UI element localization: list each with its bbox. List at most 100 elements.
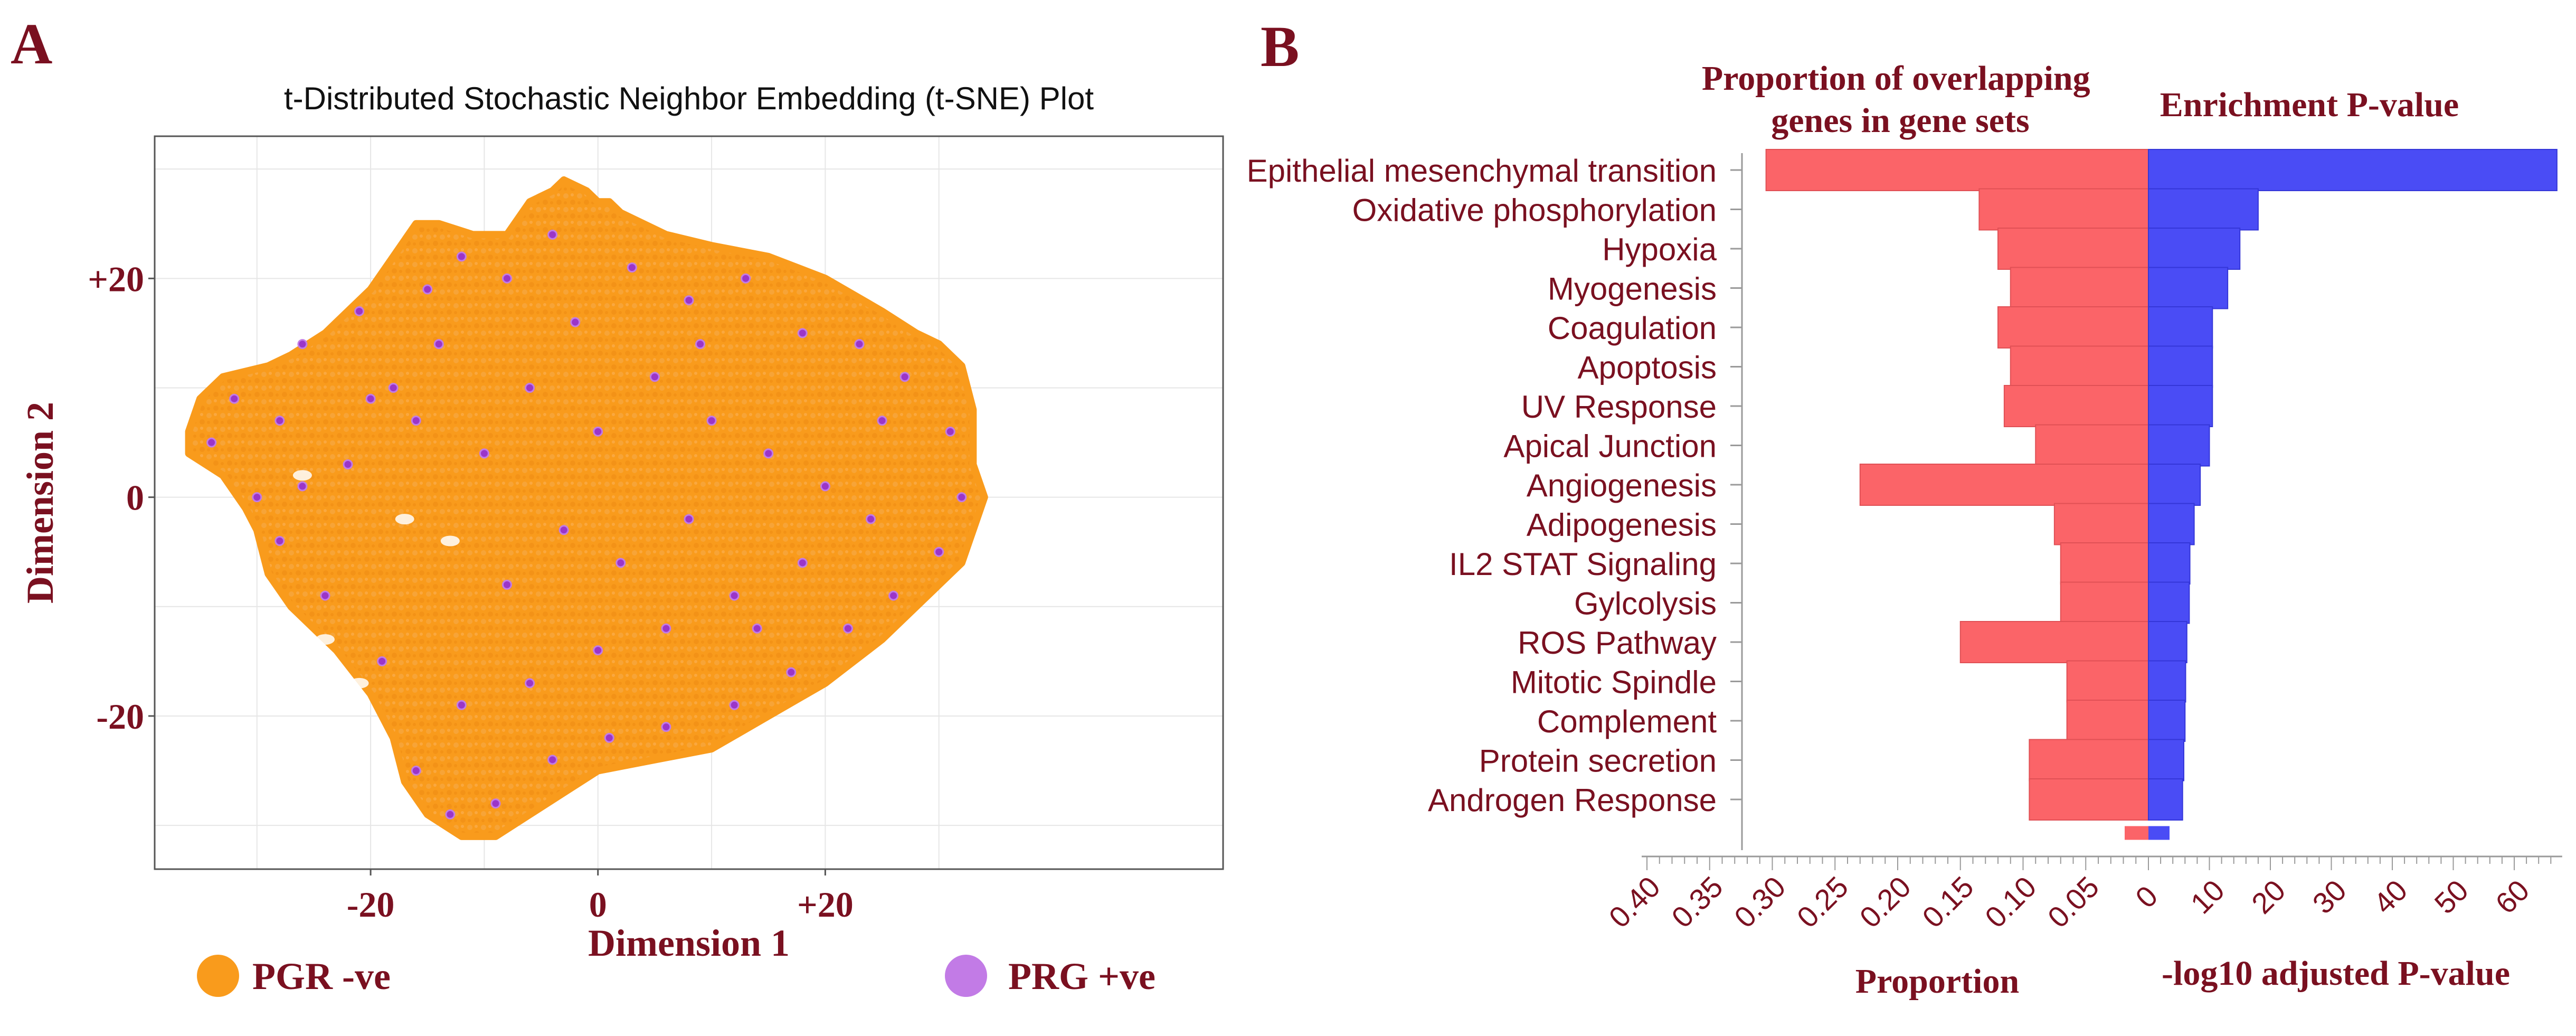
pvalue-axis-tick-label: 50 — [2428, 873, 2475, 920]
category-label: Protein secretion — [1479, 743, 1717, 779]
pvalue-bar — [2148, 424, 2210, 467]
legend-marker-prg-positive — [945, 955, 987, 997]
proportion-axis-tick-label: 0.25 — [1791, 870, 1855, 934]
pvalue-bar — [2148, 149, 2558, 191]
enrichment-header: Enrichment P-value — [2160, 86, 2459, 124]
prg-positive-point — [752, 623, 762, 634]
prg-positive-point — [763, 448, 774, 459]
category-label: Mitotic Spindle — [1511, 665, 1717, 700]
legend-marker-pgr-negative — [197, 955, 239, 997]
prg-positive-point — [684, 295, 694, 306]
pvalue-bar — [2148, 739, 2184, 781]
prg-positive-point — [445, 809, 456, 820]
proportion-axis-tick-label: 0.35 — [1665, 870, 1729, 934]
prg-positive-point — [729, 700, 740, 710]
prg-positive-point — [866, 514, 876, 524]
proportion-bar — [1959, 621, 2149, 663]
prg-positive-point — [593, 426, 603, 437]
proportion-axis-tick-label: 0.40 — [1602, 870, 1666, 934]
pgr-negative-cloud — [185, 176, 988, 840]
prg-positive-point — [797, 328, 808, 338]
tsne-x-tick-label: -20 — [347, 884, 395, 925]
category-label: Hypoxia — [1602, 232, 1717, 267]
proportion-header: Proportion of overlapping genes in gene … — [1702, 59, 2099, 140]
prg-positive-point — [615, 558, 626, 568]
legend-label-pgr-negative: PGR -ve — [252, 955, 391, 997]
prg-positive-point — [456, 700, 467, 710]
tsne-cloud — [185, 176, 988, 840]
legend-label-prg-positive: PRG +ve — [1008, 955, 1156, 997]
prg-positive-point — [945, 426, 955, 437]
proportion-bar — [1997, 228, 2149, 270]
prg-positive-point — [422, 284, 433, 295]
prg-positive-point — [604, 732, 614, 743]
category-label: IL2 STAT Signaling — [1449, 547, 1717, 582]
pvalue-bar — [2148, 621, 2187, 663]
prg-positive-point — [343, 459, 353, 469]
prg-positive-point — [297, 339, 308, 350]
prg-positive-point — [661, 722, 671, 732]
pvalue-bar-stub — [2148, 826, 2170, 840]
tsne-y-ticks: +20 0 -20 — [88, 259, 155, 737]
prg-positive-point — [525, 382, 535, 393]
tsne-y-tick-label: 0 — [126, 478, 144, 518]
pvalue-bar — [2148, 228, 2241, 270]
prg-positive-point — [206, 437, 217, 448]
prg-positive-point — [229, 393, 240, 404]
prg-positive-point — [354, 306, 365, 316]
cloud-gap — [349, 677, 369, 689]
prg-positive-point — [877, 416, 887, 426]
prg-positive-point — [479, 448, 489, 459]
pvalue-bar — [2148, 581, 2190, 624]
prg-positive-point — [956, 492, 967, 503]
pvalue-axis-tick-label: 20 — [2245, 873, 2292, 920]
cloud-gap — [395, 514, 414, 525]
proportion-bar — [1859, 464, 2149, 506]
prg-positive-point — [274, 536, 285, 547]
pvalue-bar — [2148, 345, 2213, 388]
pvalue-bar — [2148, 542, 2191, 585]
pvalue-axis-tick-label: 60 — [2489, 873, 2536, 920]
tsne-y-tick-label: -20 — [96, 696, 144, 737]
pvalue-bar — [2148, 778, 2183, 821]
proportion-axis: 0.400.350.300.250.200.150.100.05 — [1602, 855, 2149, 934]
proportion-bar — [2060, 542, 2149, 585]
prg-positive-point — [934, 547, 944, 557]
prg-positive-point — [501, 579, 512, 590]
prg-positive-point — [547, 229, 558, 240]
proportion-bar — [2035, 424, 2149, 467]
prg-positive-point — [684, 514, 694, 524]
prg-positive-point — [842, 623, 853, 634]
category-label: Apoptosis — [1578, 350, 1717, 385]
tsne-x-ticks: -20 0 +20 — [347, 869, 854, 925]
prg-positive-point — [525, 678, 535, 689]
prg-positive-point — [820, 481, 830, 492]
proportion-bar — [2060, 581, 2149, 624]
cloud-gap — [292, 470, 312, 481]
tsne-x-tick-label: +20 — [797, 884, 854, 925]
pvalue-axis-tick-label: 30 — [2306, 873, 2353, 920]
prg-positive-point — [411, 416, 421, 426]
category-label: Coagulation — [1548, 310, 1717, 346]
pvalue-axis-tick-label: 40 — [2367, 873, 2414, 920]
category-label: Androgen Response — [1428, 783, 1717, 818]
prg-positive-point — [706, 416, 717, 426]
category-labels: Epithelial mesenchymal transition Oxidati… — [1247, 153, 1717, 818]
proportion-header-line-1: Proportion of overlapping — [1702, 59, 2090, 98]
tsne-x-tick-label: 0 — [589, 884, 607, 925]
prg-positive-point — [490, 798, 501, 809]
prg-positive-point — [797, 558, 808, 568]
category-label: Epithelial mesenchymal transition — [1247, 153, 1717, 189]
pvalue-axis: 0 10 20 30 40 50 60 — [2129, 855, 2562, 920]
prg-positive-point — [570, 317, 581, 327]
enrichment-panel: Proportion of overlapping genes in gene … — [1247, 59, 2562, 1001]
prg-positive-point — [786, 667, 797, 677]
tsne-panel: t-Distributed Stochastic Neighbor Embedd… — [19, 81, 1224, 997]
tsne-y-tick-label: +20 — [88, 259, 144, 299]
proportion-bar — [1997, 306, 2149, 349]
pvalue-bars — [2148, 149, 2558, 840]
proportion-bar — [1765, 149, 2149, 191]
pvalue-bar — [2148, 267, 2229, 309]
prg-positive-point — [854, 339, 865, 350]
